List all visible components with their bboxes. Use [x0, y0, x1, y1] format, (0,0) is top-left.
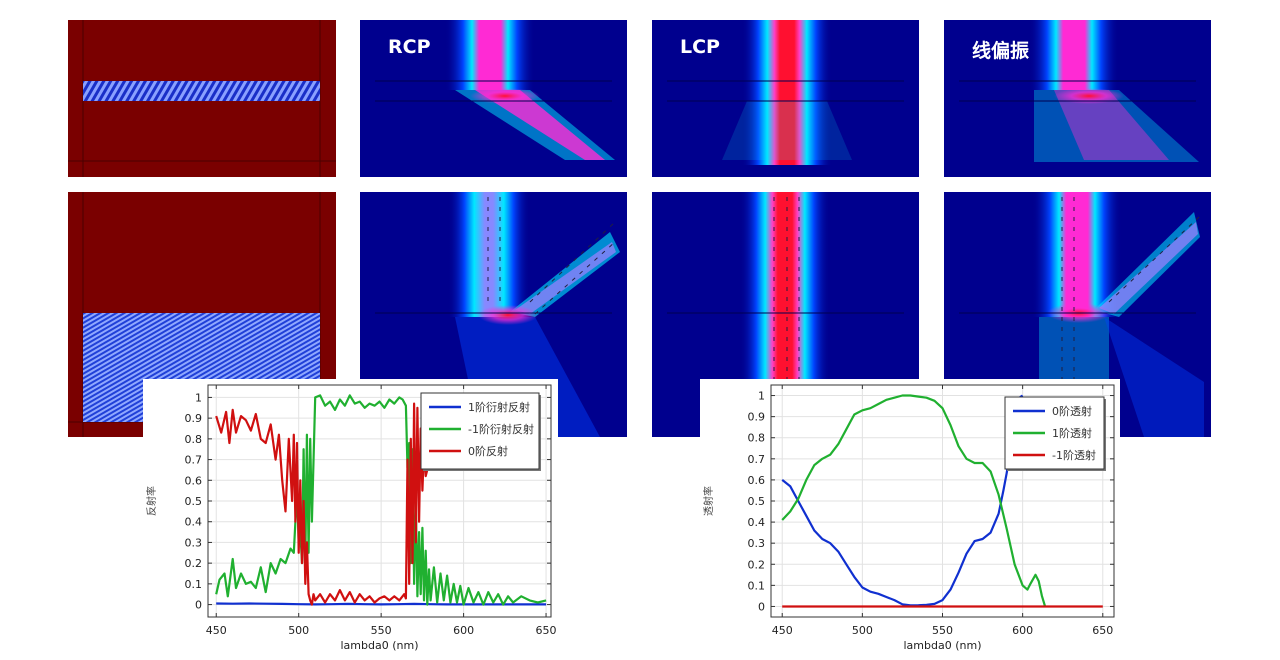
y-tick-label: 0.2	[185, 557, 203, 570]
x-tick-label: 600	[1012, 624, 1033, 637]
geometry-panel-thin	[68, 20, 336, 177]
legend-box	[1004, 396, 1105, 470]
series-line-1	[215, 394, 547, 606]
legend-label: 0阶透射	[1052, 404, 1092, 418]
series-line-1	[781, 394, 1047, 607]
legend-label: 1阶透射	[1052, 426, 1092, 440]
legend-label: 1阶衍射反射	[468, 400, 530, 414]
y-tick-label: 0	[195, 599, 202, 612]
y-tick-label: 0.5	[185, 495, 203, 508]
x-axis-label: lambda0 (nm)	[341, 639, 419, 652]
x-axis-label: lambda0 (nm)	[904, 639, 982, 652]
x-tick-label: 500	[288, 624, 309, 637]
reflectance-chart: 450 500 550 600 650 0 0.1 0.2 0.3 0.4 0.5 0.6 0.7 0.8…	[143, 379, 558, 656]
field-linear-thick-svg	[959, 192, 1204, 437]
y-tick-label: 0.9	[185, 412, 203, 425]
y-tick-label: 0.4	[748, 516, 766, 529]
legend-label: -1阶透射	[1052, 448, 1096, 462]
y-tick-label: 0.7	[185, 454, 203, 467]
panel-label-lcp: LCP	[680, 36, 720, 58]
x-tick-label: 500	[852, 624, 873, 637]
x-tick-label: 600	[453, 624, 474, 637]
x-tick-label: 450	[206, 624, 227, 637]
x-tick-label: 550	[371, 624, 392, 637]
x-tick-label: 650	[1092, 624, 1113, 637]
y-axis-label: 透射率	[702, 486, 715, 516]
field-rcp-thin-svg	[375, 20, 615, 160]
y-tick-label: 0.6	[748, 474, 766, 487]
series-line-2	[215, 402, 429, 606]
legend-label: 0阶反射	[468, 444, 508, 458]
y-tick-label: 1	[758, 390, 765, 403]
field-panel-rcp-thin: RCP	[360, 20, 627, 177]
x-tick-label: 650	[536, 624, 557, 637]
y-tick-label: 0.5	[748, 495, 766, 508]
series-line-0	[781, 394, 1024, 607]
y-tick-label: 0	[758, 600, 765, 613]
y-tick-label: 0.4	[185, 516, 203, 529]
panel-label-rcp: RCP	[388, 36, 431, 58]
transmittance-chart-svg: 450 500 550 600 650 0 0.1 0.2 0.3 0.4 0.5 0.6 0.7 0.8…	[702, 384, 1115, 652]
y-tick-label: 0.2	[748, 558, 766, 571]
field-lcp-thin-svg	[667, 20, 904, 165]
y-tick-label: 0.9	[748, 411, 766, 424]
y-tick-label: 0.3	[748, 537, 766, 550]
y-tick-label: 0.8	[185, 433, 203, 446]
geometry-thin-grating-svg	[68, 20, 336, 177]
y-tick-label: 0.1	[748, 579, 766, 592]
y-tick-label: 0.3	[185, 536, 203, 549]
y-tick-label: 0.6	[185, 474, 203, 487]
y-tick-label: 1	[195, 391, 202, 404]
y-axis-label: 反射率	[145, 486, 158, 516]
x-tick-label: 550	[932, 624, 953, 637]
field-linear-thin-svg	[959, 20, 1199, 162]
x-tick-label: 450	[772, 624, 793, 637]
field-panel-lcp-thin: LCP	[652, 20, 919, 177]
series-line-0	[216, 602, 547, 606]
panel-label-linear: 线偏振	[972, 40, 1030, 62]
y-tick-label: 0.1	[185, 578, 203, 591]
transmittance-chart: 450 500 550 600 650 0 0.1 0.2 0.3 0.4 0.5 0.6 0.7 0.8…	[700, 379, 1120, 656]
field-panel-linear-thin: 线偏振	[944, 20, 1211, 177]
reflectance-chart-svg: 450 500 550 600 650 0 0.1 0.2 0.3 0.4 0.5 0.6 0.7 0.8…	[145, 384, 557, 652]
y-tick-label: 0.8	[748, 432, 766, 445]
grating-layer	[83, 81, 320, 101]
legend-box	[420, 392, 540, 470]
y-tick-label: 0.7	[748, 453, 766, 466]
legend-label: -1阶衍射反射	[468, 422, 534, 436]
